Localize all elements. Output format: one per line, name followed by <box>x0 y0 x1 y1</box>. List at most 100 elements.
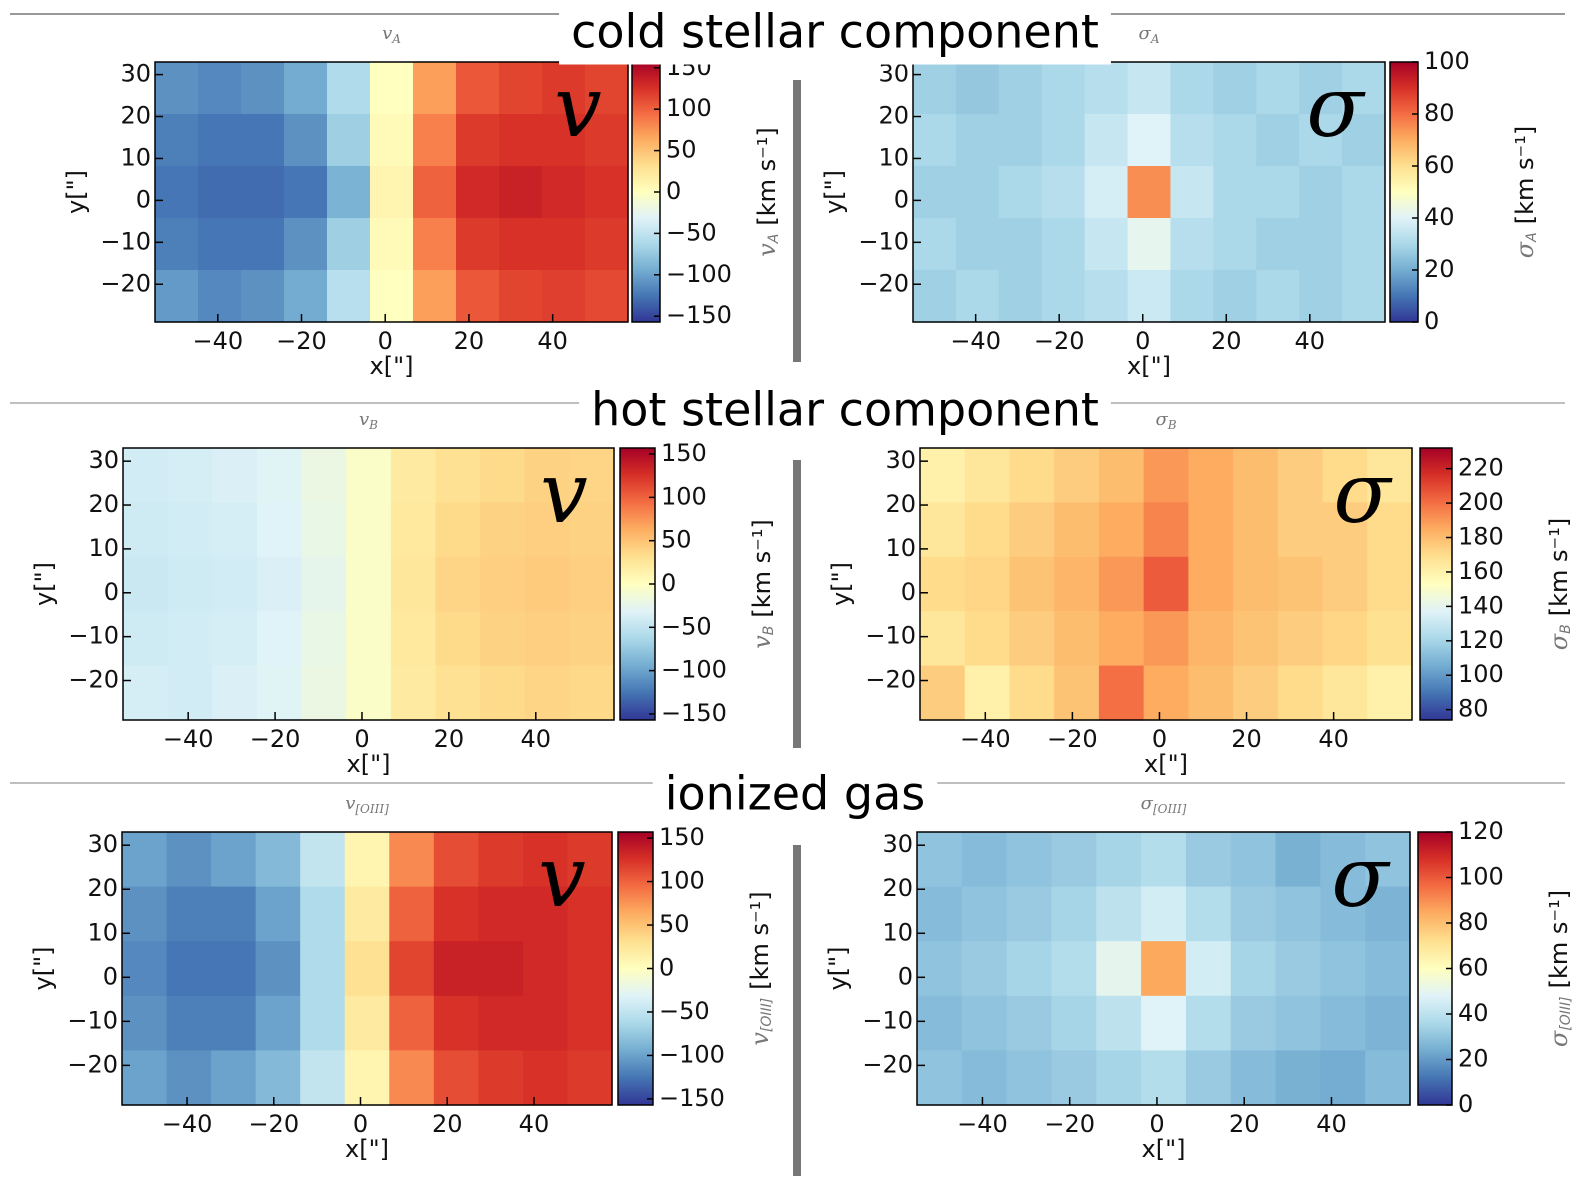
x-tick-label: 20 <box>432 1110 463 1138</box>
heat-cell <box>913 218 957 271</box>
title-sub: B <box>368 418 378 432</box>
colorbar-tick-label: 220 <box>1458 454 1504 482</box>
heat-cell <box>1367 611 1413 667</box>
heat-cell <box>1367 556 1413 612</box>
heat-cell <box>1009 611 1055 667</box>
heat-cell <box>1365 995 1411 1051</box>
heat-cell <box>1098 448 1145 503</box>
title-symbol: σ <box>1141 793 1154 814</box>
colorbar-tick-label: 150 <box>659 823 705 851</box>
clabel-sub: B <box>1558 624 1574 634</box>
plot-frame <box>122 447 615 721</box>
heat-cell <box>524 556 570 612</box>
heat-cell <box>166 886 212 942</box>
heat-cell <box>1188 448 1234 503</box>
heat-cell <box>1041 62 1086 115</box>
heat-cell <box>255 1050 301 1106</box>
heat-cell <box>964 665 1011 721</box>
y-tick-label: 30 <box>120 60 151 88</box>
heat-cell <box>241 270 285 323</box>
heat-cell <box>964 502 1011 558</box>
heat-cell <box>211 1050 257 1106</box>
heat-cell <box>567 995 613 1051</box>
heat-cell <box>166 832 212 888</box>
plot-frame <box>154 61 629 323</box>
colorbar-tick-label: 120 <box>1458 817 1504 845</box>
heat-cell <box>301 665 347 721</box>
x-tick-label: −40 <box>957 1110 1008 1138</box>
y-tick-label: 10 <box>87 918 118 946</box>
heat-cell <box>480 448 526 503</box>
clabel-unit: [km s⁻¹] <box>1545 890 1573 988</box>
heat-cell <box>1006 1050 1053 1106</box>
heat-cell <box>1233 448 1279 503</box>
panel-title: σ[OIII] <box>1141 793 1187 816</box>
panel-title: σA <box>1139 23 1160 46</box>
heat-cell <box>1127 62 1172 115</box>
heat-cell <box>1230 941 1277 997</box>
x-tick-label: 20 <box>1211 327 1242 355</box>
heat-cell <box>1185 995 1232 1051</box>
heat-cell <box>955 62 1000 115</box>
panel-title: vA <box>382 23 401 46</box>
colorbar-tick-label: 0 <box>666 177 681 205</box>
heat-cell <box>1188 611 1234 667</box>
title-sub: A <box>1150 32 1160 46</box>
y-tick-label: 30 <box>885 446 916 474</box>
x-axis-label: x["] <box>370 352 414 380</box>
heat-cell <box>370 270 414 323</box>
heat-cell <box>1275 886 1321 942</box>
x-tick-label: 40 <box>1318 725 1349 753</box>
heat-cell <box>346 556 392 612</box>
heat-cell <box>284 166 328 219</box>
heat-cell <box>524 502 570 558</box>
x-axis-label: x["] <box>345 1135 389 1163</box>
heat-cell <box>435 556 481 612</box>
heat-cell <box>433 1050 479 1106</box>
heat-cell <box>1084 114 1129 167</box>
heat-cell <box>480 502 526 558</box>
colorbar-tick-label: 100 <box>1458 660 1504 688</box>
heat-cell <box>301 502 347 558</box>
colorbar-tick-label: −100 <box>666 260 732 288</box>
heat-cell <box>1127 114 1172 167</box>
heat-cell <box>300 995 346 1051</box>
heat-cell <box>256 665 303 721</box>
x-axis-label: x["] <box>1142 1135 1186 1163</box>
heat-cell <box>1143 556 1189 612</box>
heat-cell <box>1051 886 1097 942</box>
heat-cell <box>1367 665 1413 721</box>
heat-cell <box>1006 941 1053 997</box>
heat-cell <box>1041 218 1086 271</box>
heat-cell <box>284 218 328 271</box>
heat-cell <box>913 270 957 323</box>
heat-cell <box>1188 665 1234 721</box>
heat-cell <box>955 114 1000 167</box>
heat-cell <box>1185 832 1232 888</box>
heat-cell <box>300 941 346 997</box>
heat-cell <box>1188 556 1234 612</box>
heat-cell <box>1277 665 1324 721</box>
heat-cell <box>255 832 301 888</box>
colorbar <box>1419 447 1453 721</box>
heat-cell <box>542 114 586 167</box>
heat-cell <box>211 886 257 942</box>
heat-cell <box>1084 166 1129 219</box>
heat-cell <box>998 62 1043 115</box>
heat-cell <box>961 832 1008 888</box>
heat-cell <box>390 611 437 667</box>
heat-cell <box>1233 611 1279 667</box>
colorbar-tick-label: 150 <box>661 439 707 467</box>
x-axis-label: x["] <box>1127 352 1171 380</box>
heat-cell <box>1006 886 1053 942</box>
heat-cell <box>569 502 615 558</box>
heat-cell <box>1320 1050 1366 1106</box>
heat-cell <box>1277 556 1324 612</box>
colorbar-tick-label: 60 <box>1424 151 1455 179</box>
colorbar-tick-label: 160 <box>1458 557 1504 585</box>
y-tick-label: 0 <box>894 185 909 213</box>
colorbar-tick-label: −100 <box>661 656 727 684</box>
heat-cell <box>1213 270 1257 323</box>
clabel-symbol: v <box>753 243 781 257</box>
clabel-sub: B <box>761 626 777 636</box>
